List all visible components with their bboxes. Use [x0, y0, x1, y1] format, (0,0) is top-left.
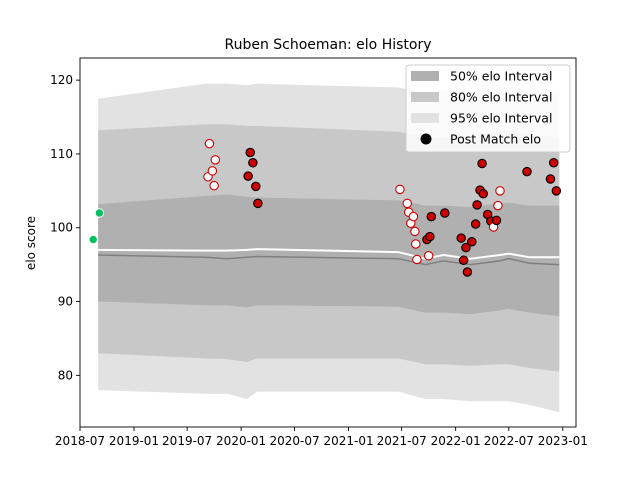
- post-match-elo-point: [467, 237, 477, 247]
- post-match-elo-point: [458, 255, 469, 265]
- post-match-elo-point: [412, 254, 422, 265]
- initial-elo-point: [88, 234, 98, 245]
- band-50-interval: [98, 194, 560, 317]
- legend-marker-icon: [420, 133, 432, 145]
- post-match-elo-point: [472, 200, 482, 210]
- x-tick-label: 2020-01: [216, 434, 266, 448]
- post-match-elo-point: [470, 219, 481, 229]
- post-match-elo-point: [456, 233, 466, 243]
- post-match-elo-point: [243, 171, 253, 181]
- post-match-elo-point: [478, 189, 489, 199]
- x-tick-label: 2022-07: [484, 434, 534, 448]
- post-match-elo-point: [462, 267, 473, 277]
- x-tick-label: 2020-07: [269, 434, 319, 448]
- y-tick-label: 100: [50, 221, 73, 235]
- x-tick-label: 2019-07: [162, 434, 212, 448]
- post-match-elo-point: [248, 158, 258, 168]
- legend-label: Post Match elo: [450, 132, 541, 147]
- post-match-elo-point: [209, 180, 219, 191]
- y-tick-label: 90: [58, 295, 73, 309]
- post-match-elo-point: [426, 211, 437, 222]
- y-tick-label: 80: [58, 368, 73, 382]
- y-tick-label: 120: [50, 73, 73, 87]
- y-tick-label: 110: [50, 147, 73, 161]
- legend-swatch-band80: [411, 92, 439, 102]
- post-match-elo-point: [210, 155, 221, 165]
- post-match-elo-point: [491, 215, 502, 226]
- legend: 50% elo Interval 80% elo Interval 95% elo …: [405, 64, 571, 153]
- post-match-elo-point: [408, 211, 419, 222]
- post-match-elo-point: [522, 166, 532, 177]
- post-match-elo-point: [423, 251, 434, 261]
- x-tick-label: 2023-01: [538, 434, 588, 448]
- post-match-elo-point: [204, 138, 215, 149]
- legend-box: [405, 64, 571, 153]
- x-tick-label: 2021-01: [323, 434, 373, 448]
- post-match-elo-point: [425, 231, 435, 242]
- legend-label: 50% elo Interval: [450, 69, 552, 84]
- plot-area: 80 90 100 110 120 2018-07 2019-01 2019-07 2020-0…: [50, 57, 588, 448]
- x-tick-label: 2019-01: [109, 434, 159, 448]
- post-match-elo-point: [245, 147, 255, 158]
- post-match-elo-point: [495, 186, 505, 196]
- post-match-elo-point: [551, 186, 562, 196]
- x-tick-label: 2021-07: [377, 434, 427, 448]
- post-match-elo-point: [493, 200, 503, 211]
- post-match-elo-point: [251, 181, 261, 192]
- plot-frame: [79, 57, 577, 428]
- post-match-elo-point: [395, 184, 405, 195]
- post-match-elo-point: [253, 198, 263, 209]
- chart-title: Ruben Schoeman: elo History: [224, 37, 431, 53]
- post-match-elo-point: [411, 239, 421, 249]
- x-tick-label: 2022-01: [431, 434, 481, 448]
- x-tick-label: 2018-07: [55, 434, 105, 448]
- post-match-elo-point: [207, 166, 218, 176]
- post-match-elo-point: [545, 174, 556, 184]
- initial-elo-point: [94, 208, 105, 218]
- legend-label: 95% elo Interval: [450, 111, 552, 126]
- y-axis-label: elo score: [24, 216, 38, 270]
- post-match-elo-point: [477, 158, 487, 169]
- post-match-elo-point: [410, 226, 420, 237]
- legend-swatch-band95: [411, 113, 439, 123]
- post-match-elo-point: [402, 198, 412, 209]
- post-match-elo-point: [461, 242, 471, 253]
- legend-swatch-band50: [411, 71, 439, 81]
- post-match-elo-point: [548, 158, 559, 168]
- post-match-elo-point: [440, 208, 450, 218]
- legend-label: 80% elo Interval: [450, 90, 552, 105]
- median-elo-line: [98, 254, 560, 266]
